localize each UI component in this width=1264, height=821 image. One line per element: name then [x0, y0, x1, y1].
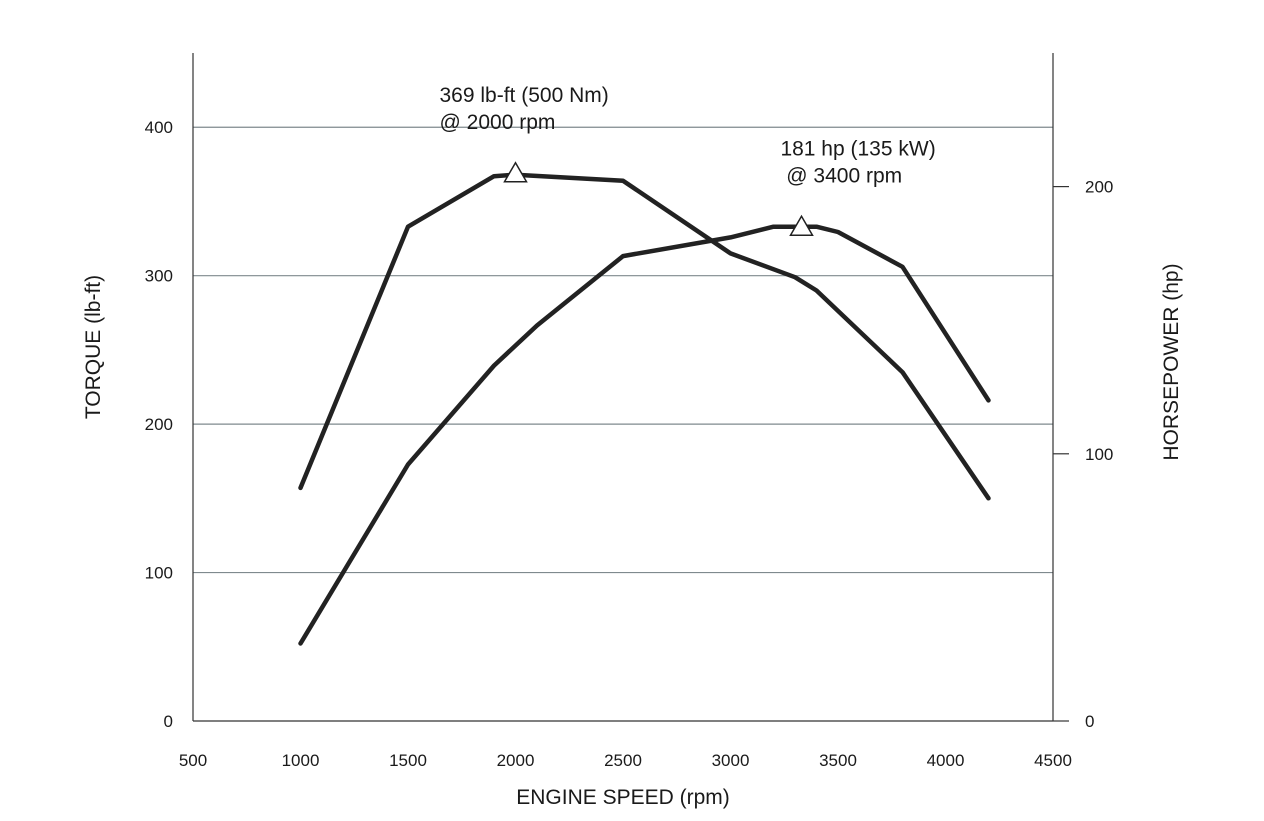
annotation-line: @ 3400 rpm	[780, 165, 902, 188]
x-tick-label: 3000	[712, 751, 750, 770]
y2-tick-label: 0	[1085, 712, 1094, 731]
peak-annotation: 181 hp (135 kW) @ 3400 rpm	[780, 138, 935, 188]
x-tick-label: 2000	[497, 751, 535, 770]
x-tick-label: 1000	[282, 751, 320, 770]
x-tick-label: 2500	[604, 751, 642, 770]
x-tick-label: 4500	[1034, 751, 1072, 770]
annotation-line: 181 hp (135 kW)	[780, 138, 935, 161]
x-tick-label: 500	[179, 751, 207, 770]
y-tick-label: 300	[145, 267, 173, 286]
series-layer	[298, 172, 991, 646]
y-tick-label: 100	[145, 564, 173, 583]
y2-tick-label: 200	[1085, 178, 1113, 197]
y-tick-label: 0	[164, 712, 173, 731]
x-tick-label: 1500	[389, 751, 427, 770]
y-axis-title: TORQUE (lb-ft)	[82, 275, 105, 419]
marker-layer	[503, 161, 814, 236]
peak-marker	[789, 214, 814, 236]
torque-line	[298, 172, 991, 501]
axes-layer	[192, 53, 1069, 722]
y2-axis-title: HORSEPOWER (hp)	[1160, 263, 1183, 460]
peak-annotation: 369 lb-ft (500 Nm) @ 2000 rpm	[440, 84, 609, 134]
annotation-line: @ 2000 rpm	[440, 111, 556, 134]
peak-marker	[503, 161, 528, 183]
annotation-line: 369 lb-ft (500 Nm)	[440, 84, 609, 107]
x-axis-title: ENGINE SPEED (rpm)	[516, 786, 730, 809]
grid-layer	[193, 126, 1053, 574]
y-tick-label: 200	[145, 415, 173, 434]
y-tick-label: 400	[145, 118, 173, 137]
x-tick-label: 3500	[819, 751, 857, 770]
x-tick-label: 4000	[927, 751, 965, 770]
horsepower-line	[298, 224, 991, 646]
y2-tick-label: 100	[1085, 445, 1113, 464]
